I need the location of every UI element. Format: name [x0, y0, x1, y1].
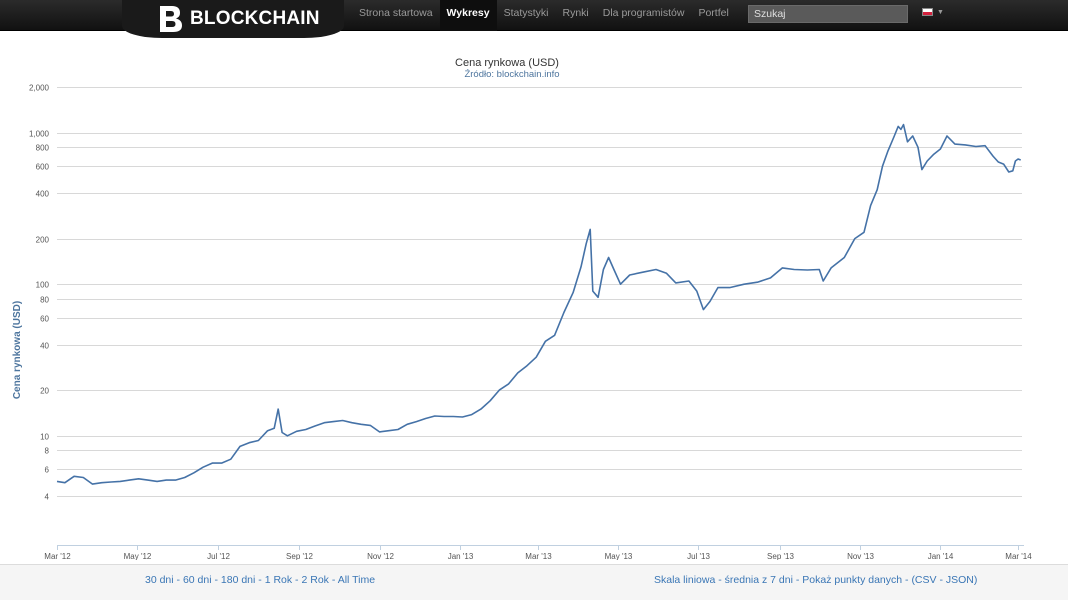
x-tick-label: Mar '14 [1005, 552, 1032, 560]
x-axis-ticks: Mar '12 May '12 Jul '12 Sep '12 Nov '12 Jan '… [44, 545, 1032, 560]
x-tick-label: Jul '12 [207, 552, 230, 560]
time-range-links: 30 dni - 60 dni - 180 dni - 1 Rok - 2 Ro… [145, 574, 376, 586]
nav-item-portfel[interactable]: Portfel [698, 7, 729, 19]
blockchain-logo-icon [160, 6, 182, 32]
x-tick-label: Jan '13 [448, 552, 474, 560]
range-link-60-dni[interactable]: 60 dni [182, 574, 212, 586]
y-tick-label: 8 [45, 447, 50, 456]
range-link-2-rok[interactable]: 2 Rok [301, 574, 329, 586]
x-tick-label: Sep '13 [767, 552, 794, 560]
main-nav: Strona startowa Wykresy Statystyki Rynki… [352, 0, 736, 31]
chart-footer: 30 dni - 60 dni - 180 dni - 1 Rok - 2 Ro… [0, 564, 1068, 600]
y-axis-ticks: 4 6 8 10 20 40 60 80 100 200 400 600 800 1,000 2,000 [29, 84, 50, 502]
x-tick-label: Nov '12 [367, 552, 394, 560]
range-link-all-time[interactable]: All Time [337, 574, 376, 586]
nav-item-rynki[interactable]: Rynki [562, 7, 589, 19]
y-tick-label: 200 [36, 236, 50, 245]
x-tick-label: May '12 [124, 552, 152, 560]
seven-day-average-link[interactable]: średnia z 7 dni [724, 574, 793, 586]
y-tick-label: 600 [36, 163, 50, 172]
show-data-points-link[interactable]: Pokaż punkty danych [802, 574, 903, 586]
series-layer [56, 123, 1021, 485]
x-tick-label: Jan '14 [928, 552, 954, 560]
x-tick-label: Sep '12 [286, 552, 313, 560]
chart-option-links: Skala liniowa - średnia z 7 dni - Pokaż … [654, 574, 978, 586]
nav-item-wykresy[interactable]: Wykresy [439, 0, 497, 31]
top-navbar: BLOCKCHAIN Strona startowa Wykresy Staty… [0, 0, 1068, 38]
x-tick-label: Mar '12 [44, 552, 71, 560]
language-dropdown[interactable]: ▼ [922, 8, 944, 16]
price-chart: Cena rynkowa (USD) Źródło: blockchain.in… [12, 57, 1032, 560]
y-tick-label: 100 [36, 281, 50, 290]
linear-scale-link[interactable]: Skala liniowa [654, 574, 716, 586]
y-tick-label: 1,000 [29, 130, 50, 139]
y-tick-label: 40 [40, 342, 49, 351]
x-tick-label: Nov '13 [847, 552, 874, 560]
y-tick-label: 20 [40, 387, 49, 396]
chevron-down-icon: ▼ [937, 8, 944, 16]
nav-item-statystyki[interactable]: Statystyki [503, 7, 549, 19]
nav-item-dla-programistow[interactable]: Dla programistów [602, 7, 685, 19]
y-tick-label: 400 [36, 190, 50, 199]
nav-item-strona-startowa[interactable]: Strona startowa [359, 7, 433, 19]
y-tick-label: 10 [40, 433, 49, 442]
y-tick-label: 80 [40, 296, 49, 305]
price-series-line [56, 123, 1021, 485]
x-tick-label: Jul '13 [687, 552, 710, 560]
y-tick-label: 60 [40, 315, 49, 324]
range-link-1-rok[interactable]: 1 Rok [264, 574, 293, 586]
chart-title: Cena rynkowa (USD) [455, 57, 559, 69]
y-tick-label: 2,000 [29, 84, 50, 93]
range-link-30-dni[interactable]: 30 dni [145, 574, 174, 586]
logo[interactable]: BLOCKCHAIN [122, 0, 344, 38]
search-input[interactable] [748, 5, 908, 23]
range-link-180-dni[interactable]: 180 dni [220, 574, 256, 586]
x-tick-label: May '13 [605, 552, 633, 560]
y-tick-label: 4 [45, 493, 50, 502]
y-tick-label: 800 [36, 144, 50, 153]
csv-export-link[interactable]: (CSV [911, 574, 937, 586]
grid-lines [57, 87, 1022, 497]
brand-name: BLOCKCHAIN [190, 8, 320, 29]
y-tick-label: 6 [45, 466, 50, 475]
poland-flag-icon [922, 8, 933, 16]
json-export-link[interactable]: JSON) [945, 574, 978, 586]
chart-subtitle: Źródło: blockchain.info [464, 69, 559, 80]
x-tick-label: Mar '13 [525, 552, 552, 560]
y-axis-label: Cena rynkowa (USD) [12, 301, 23, 399]
